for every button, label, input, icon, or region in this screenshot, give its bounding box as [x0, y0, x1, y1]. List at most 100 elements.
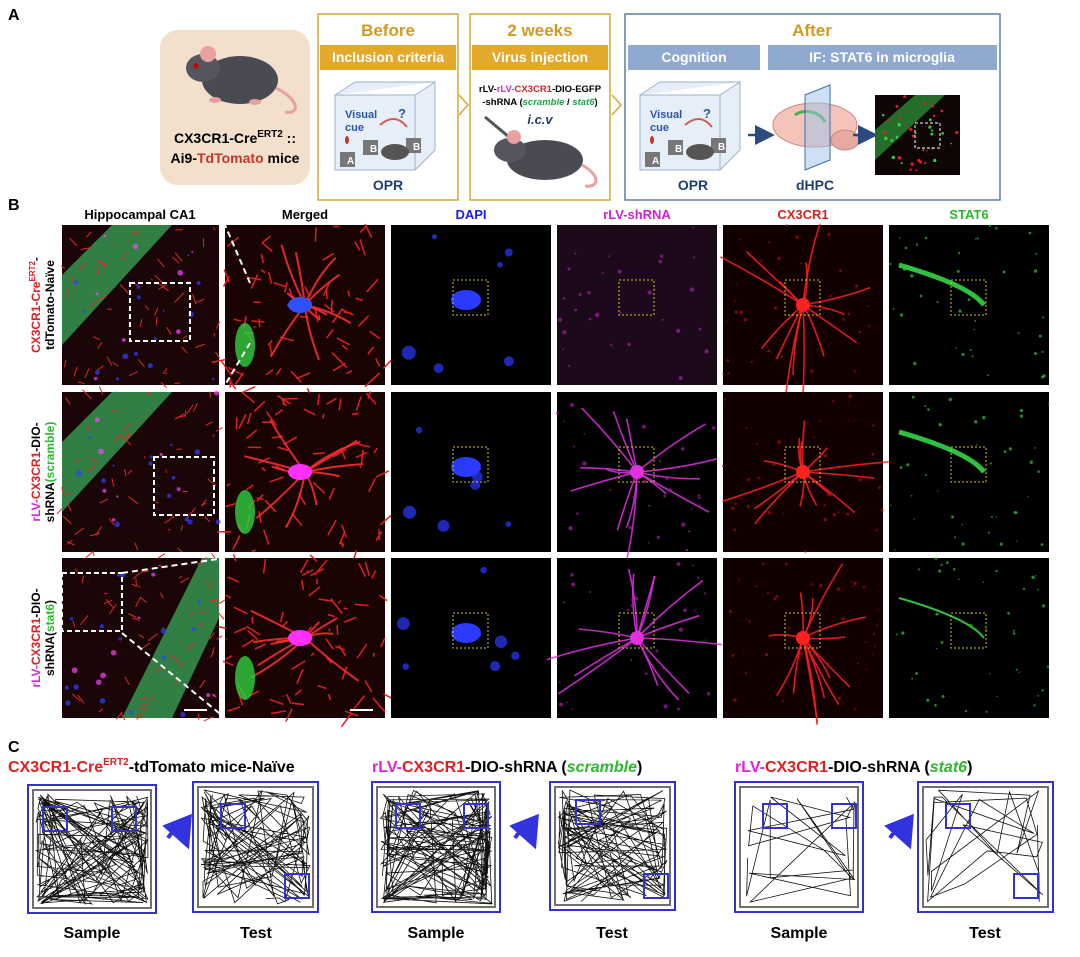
process — [84, 368, 90, 378]
speck — [933, 158, 937, 163]
speck — [850, 580, 852, 583]
speck — [1040, 375, 1044, 379]
speck — [1016, 540, 1018, 542]
process — [261, 241, 273, 253]
speck — [988, 224, 992, 227]
speck — [196, 281, 201, 285]
speck — [913, 518, 916, 520]
region-label: dHPC — [796, 177, 834, 193]
speck — [160, 627, 167, 634]
mouse-label: CX3CR1-CreERT2 :: — [174, 129, 296, 146]
cell-layer — [122, 558, 219, 718]
process — [223, 269, 230, 283]
speck — [558, 702, 564, 707]
speck — [899, 313, 904, 317]
process — [65, 492, 73, 497]
speck — [693, 609, 696, 612]
tracking-plots — [27, 781, 1054, 914]
speck — [494, 635, 508, 649]
speck — [1033, 352, 1036, 355]
process — [210, 651, 214, 658]
process — [135, 597, 141, 608]
speck — [647, 290, 652, 295]
process — [74, 527, 85, 536]
speck — [100, 672, 106, 679]
process — [327, 519, 337, 536]
process — [128, 613, 137, 618]
speck — [880, 508, 884, 512]
process — [90, 301, 97, 308]
process — [109, 603, 117, 615]
object — [645, 152, 660, 167]
perimeter-trace — [739, 786, 859, 908]
speck — [588, 317, 592, 321]
process — [144, 393, 152, 395]
speck — [640, 618, 646, 623]
process — [580, 407, 638, 473]
curved-arrow — [884, 813, 914, 850]
speck — [832, 513, 837, 517]
process — [258, 511, 262, 523]
process — [86, 422, 89, 431]
speck — [795, 235, 799, 240]
process — [69, 238, 78, 247]
process — [269, 476, 284, 483]
speck — [982, 415, 986, 420]
speck — [1035, 252, 1038, 255]
process — [308, 586, 321, 597]
speck — [555, 411, 559, 415]
process — [353, 550, 358, 559]
process — [228, 379, 237, 390]
speck — [853, 370, 856, 373]
speck — [911, 134, 915, 138]
micrograph — [557, 225, 717, 385]
speck — [931, 129, 934, 132]
process — [96, 365, 104, 371]
process — [138, 634, 144, 639]
object — [668, 140, 683, 155]
object — [711, 138, 726, 153]
speck — [617, 269, 622, 274]
speck — [693, 256, 696, 259]
speck — [724, 398, 727, 401]
process — [80, 614, 89, 626]
process — [108, 518, 115, 526]
speck — [974, 461, 977, 464]
process — [123, 468, 127, 476]
speck — [890, 504, 892, 507]
process — [246, 412, 252, 425]
process — [331, 352, 348, 369]
speck — [571, 582, 576, 587]
speck — [755, 443, 758, 446]
speck — [922, 149, 925, 151]
speck — [746, 618, 748, 621]
micrograph — [889, 392, 1050, 552]
speck — [954, 536, 957, 539]
curve-arrow — [684, 118, 713, 128]
speck — [608, 255, 611, 258]
speck — [900, 162, 903, 165]
speck — [937, 490, 939, 492]
speck — [562, 601, 565, 604]
speck — [1012, 632, 1016, 635]
speck — [951, 515, 955, 519]
speck — [748, 620, 751, 623]
process — [98, 708, 104, 713]
speck — [969, 349, 972, 352]
speck — [1015, 668, 1018, 671]
process — [177, 547, 183, 553]
stat6-blob — [235, 656, 255, 700]
speck — [926, 698, 930, 702]
mouse — [686, 144, 714, 160]
speck — [582, 461, 587, 466]
speck — [726, 320, 728, 323]
speck — [829, 294, 832, 298]
process — [174, 382, 181, 385]
speck — [731, 654, 735, 657]
process — [72, 620, 76, 628]
process — [199, 679, 206, 689]
process — [310, 652, 315, 657]
process — [327, 693, 332, 701]
speck — [743, 652, 745, 654]
speck — [808, 649, 812, 653]
